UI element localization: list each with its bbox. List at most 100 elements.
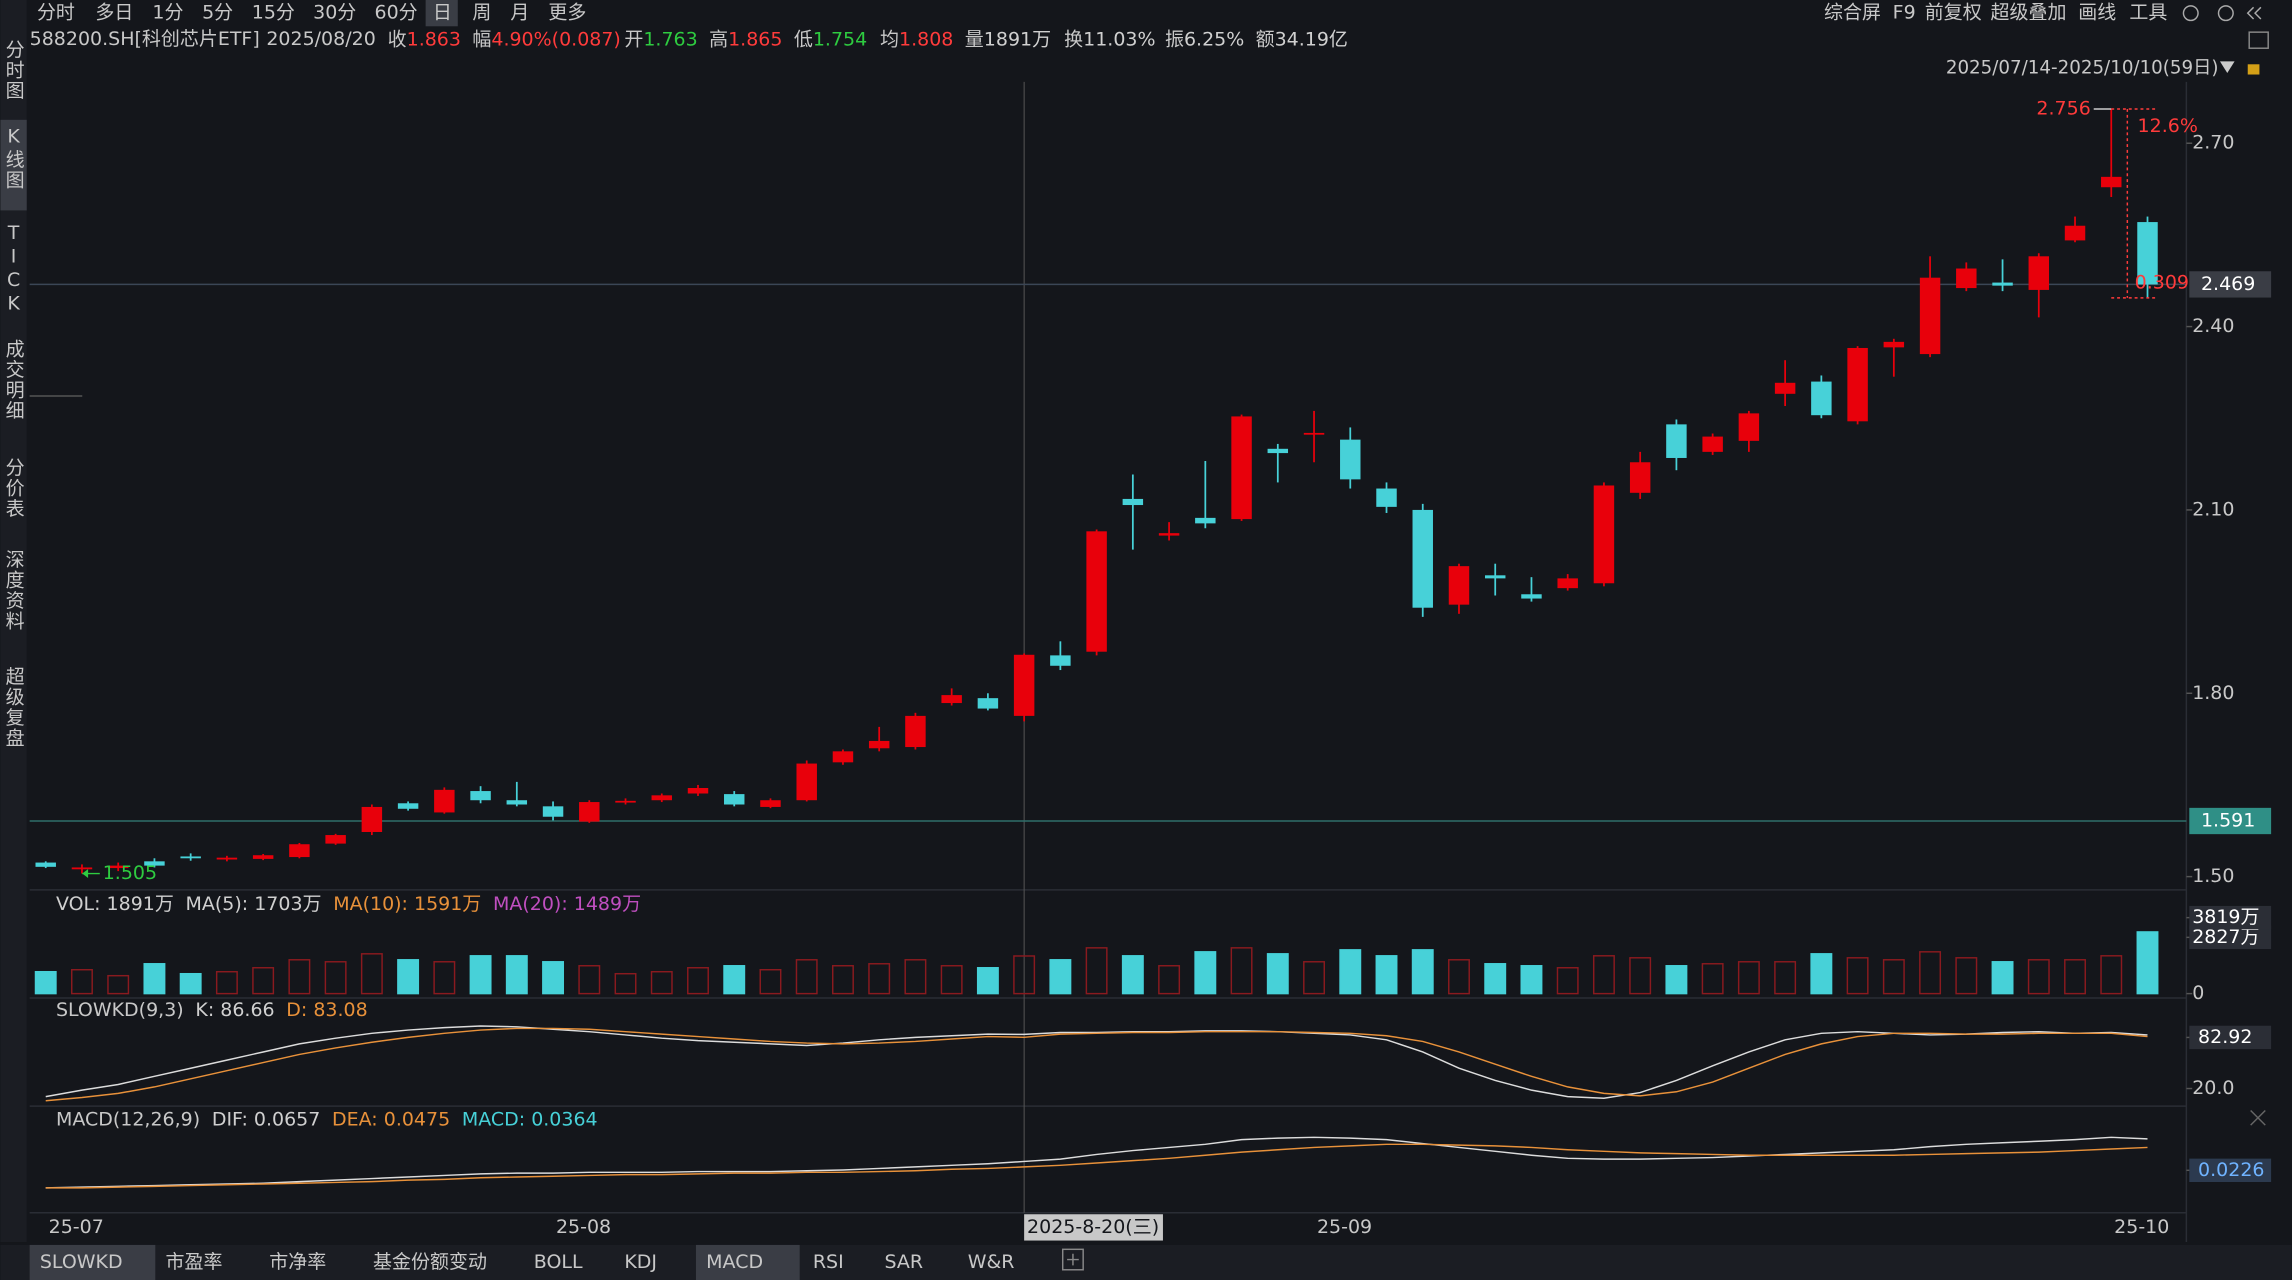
candle-body (1557, 578, 1578, 589)
period-tab[interactable]: 更多 (548, 2, 586, 24)
volume-bar (143, 963, 166, 995)
candle-body (2028, 256, 2050, 290)
candle-body (1666, 424, 1687, 458)
info-label: 低 (794, 28, 813, 50)
sidebar-tab[interactable]: 分价表 (3, 457, 25, 519)
info-label: 收 (388, 28, 407, 50)
sidebar-tab[interactable]: 成交明细 (3, 339, 25, 421)
settings-icon[interactable] (2182, 5, 2199, 22)
indicator-tab[interactable]: KDJ (624, 1251, 657, 1273)
candle-body (1593, 485, 1615, 584)
sidebar-tab[interactable]: 超级复盘 (3, 666, 25, 748)
period-tab[interactable]: 月 (510, 2, 529, 24)
indicator-tab[interactable]: 市盈率 (166, 1251, 223, 1273)
tool-button[interactable]: 画线 (2078, 2, 2116, 24)
y-tick-label: 0 (2192, 982, 2204, 1004)
volume-bar (650, 970, 673, 995)
candle-body (506, 800, 528, 805)
lock-icon[interactable] (2247, 64, 2260, 75)
legend-item: VOL: 1891万 (56, 893, 174, 915)
volume-bar (505, 955, 528, 995)
volume-bar (614, 972, 637, 995)
indicator-tab[interactable]: SLOWKD (40, 1251, 123, 1273)
tool-button[interactable]: 前复权 (1925, 2, 1982, 24)
volume-bar (1774, 961, 1797, 995)
volume-bar (2136, 931, 2159, 995)
period-tab[interactable]: 日 (433, 2, 452, 24)
date-range[interactable]: 2025/07/14-2025/10/10(59日) (1946, 58, 2219, 79)
info-label: 量 (965, 28, 984, 50)
period-tab[interactable]: 周 (472, 2, 491, 24)
x-tick-label: 25-10 (2114, 1216, 2169, 1238)
y-tick-label: 2.10 (2192, 498, 2234, 520)
tick-box (2189, 925, 2272, 950)
indicator-tab[interactable]: MACD (706, 1251, 763, 1273)
info-item: 低1.754 (794, 28, 867, 50)
indicator-tab[interactable]: 基金份额变动 (373, 1251, 487, 1273)
info-value: 6.25% (1184, 28, 1244, 50)
candle-body (71, 867, 93, 870)
volume-bar (1520, 965, 1543, 995)
period-tab[interactable]: 多日 (95, 2, 133, 24)
price-box-label: 1.591 (2201, 810, 2255, 832)
low-arrow (82, 869, 89, 878)
candle-body (1956, 268, 1977, 289)
candle-body (325, 835, 346, 844)
indicator-tab[interactable]: BOLL (534, 1251, 583, 1273)
candle-body (651, 795, 672, 801)
volume-bar (687, 967, 709, 995)
info-value: 1891万 (984, 28, 1051, 50)
volume-bar (904, 959, 927, 995)
volume-bar (1665, 965, 1688, 995)
candle-body (361, 806, 383, 833)
dropdown-icon[interactable] (2219, 61, 2235, 74)
candle-body (1340, 439, 1361, 480)
wp-icon[interactable] (2248, 31, 2269, 49)
info-item: 收1.863 (388, 28, 461, 50)
sidebar-tab[interactable]: 深度资料 (3, 549, 25, 631)
candle-body (1267, 448, 1289, 454)
info-label: 开 (624, 28, 643, 50)
collapse-icon[interactable] (2246, 6, 2262, 20)
candle-body (1883, 341, 1905, 348)
volume-bar (1266, 953, 1289, 995)
indicator-tab[interactable]: RSI (813, 1251, 844, 1273)
period-tab[interactable]: 1分 (152, 2, 183, 24)
tool-button[interactable]: F9 (1893, 2, 1916, 24)
help-icon[interactable] (2217, 5, 2234, 22)
sidebar-tab[interactable]: 分时图 (3, 39, 25, 101)
period-tab[interactable]: 分时 (37, 2, 75, 24)
volume-bar (1592, 955, 1615, 995)
period-tab[interactable]: 30分 (313, 2, 356, 24)
volume-bar (1158, 965, 1181, 995)
candle-body (579, 802, 600, 822)
sidebar-tab[interactable]: TICK (3, 222, 25, 316)
x-tick-label: 25-08 (556, 1216, 611, 1238)
info-item: 量1891万 (965, 28, 1051, 50)
info-item: 开1.763 (624, 28, 697, 50)
candle-body (180, 856, 201, 859)
indicator-tab[interactable]: SAR (884, 1251, 923, 1273)
candle-body (1629, 462, 1651, 493)
y-tick-label: 2827万 (2192, 926, 2259, 948)
tool-button[interactable]: 工具 (2129, 2, 2167, 24)
indicator-line (45, 1027, 2148, 1102)
tool-button[interactable]: 综合屏 (1824, 2, 1881, 24)
tabbar-bg (0, 1244, 2292, 1280)
volume-bar (288, 959, 311, 995)
indicator-tab[interactable]: 市净率 (269, 1251, 326, 1273)
candle-body (1702, 436, 1723, 452)
volume-bar (1375, 955, 1398, 995)
sidebar-tab[interactable]: K线图 (3, 126, 25, 190)
crosshair-label: 2025-8-20(三) (1027, 1216, 1159, 1238)
period-tab[interactable]: 5分 (202, 2, 233, 24)
period-tab[interactable]: 60分 (374, 2, 417, 24)
volume-bar (1955, 957, 1978, 995)
period-tab[interactable]: 15分 (252, 2, 295, 24)
candle-body (760, 800, 781, 807)
close-icon[interactable] (2250, 1109, 2266, 1126)
indicator-line (45, 1136, 2148, 1189)
tool-button[interactable]: 超级叠加 (1991, 2, 2067, 24)
indicator-tab[interactable]: W&R (968, 1251, 1015, 1273)
add-tab-icon[interactable] (1061, 1248, 1084, 1271)
